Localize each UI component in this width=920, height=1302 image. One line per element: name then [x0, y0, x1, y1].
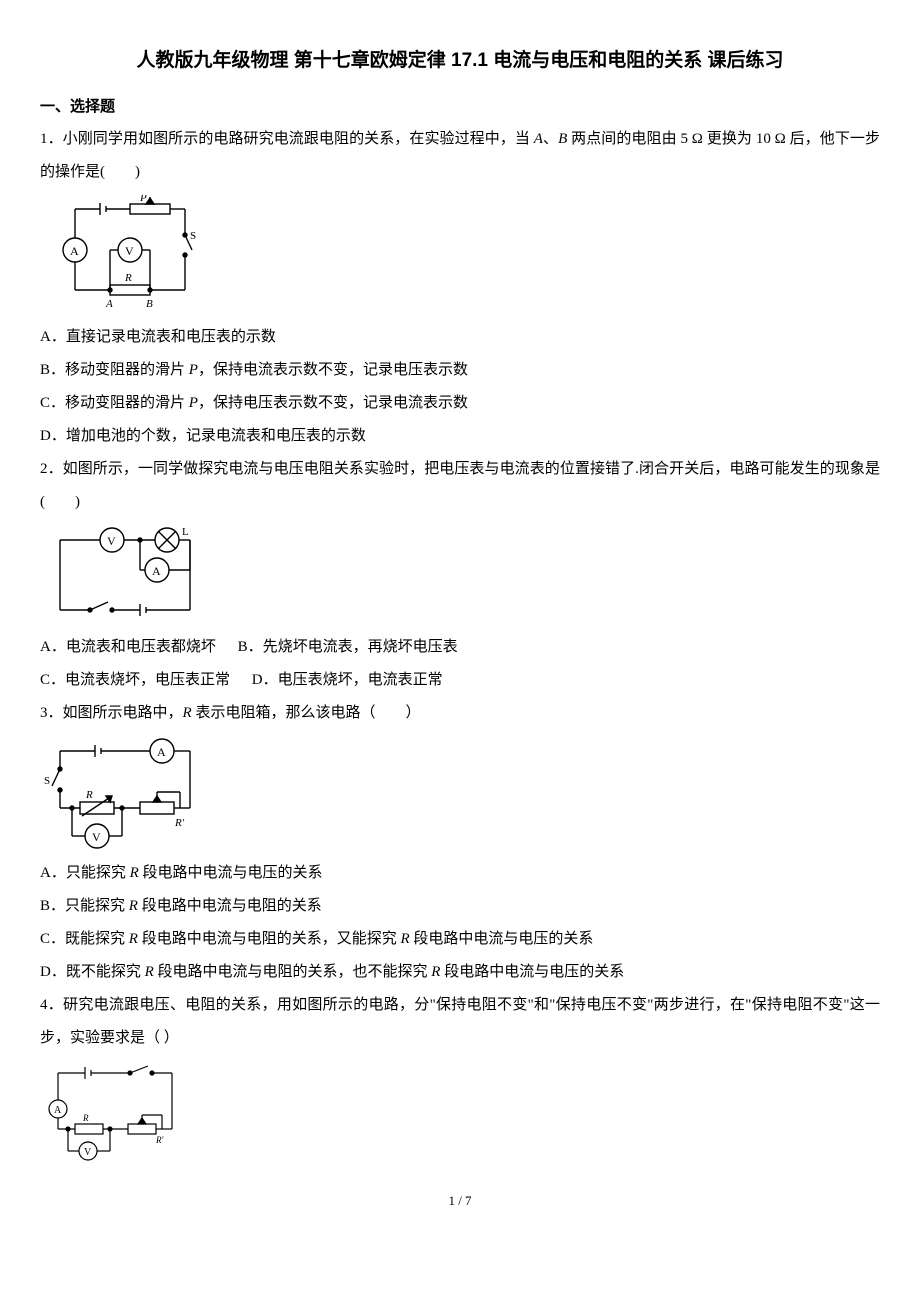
question-4: 4．研究电流跟电压、电阻的关系，用如图所示的电路，分"保持电阻不变"和"保持电压…: [40, 989, 880, 1055]
q2-options-row2: C．电流表烧坏，电压表正常 D．电压表烧坏，电流表正常: [40, 664, 880, 697]
q1-optD: D．增加电池的个数，记录电流表和电压表的示数: [40, 420, 880, 453]
d4-voltmeter: V: [84, 1147, 92, 1158]
d1-voltmeter: V: [125, 244, 134, 258]
d1-P: P: [139, 195, 147, 204]
q3-optC-c: 段电路中电流与电压的关系: [410, 931, 594, 947]
d3-Rp: R': [174, 817, 185, 829]
d2-ammeter: A: [152, 564, 161, 578]
d1-S: S: [190, 230, 196, 242]
d1-nodeA: A: [105, 298, 113, 310]
d3-ammeter: A: [157, 745, 166, 759]
page-footer: 1 / 7: [40, 1187, 880, 1216]
q3-optB-a: B．只能探究: [40, 898, 129, 914]
d2-lamp: L: [182, 526, 189, 538]
q3-optA: A．只能探究 R 段电路中电流与电压的关系: [40, 857, 880, 890]
q3-optA-R: R: [130, 865, 139, 881]
q3-R: R: [183, 705, 192, 721]
q1-optA: A．直接记录电流表和电压表的示数: [40, 321, 880, 354]
q3-optB-R: R: [129, 898, 138, 914]
q2-options-row1: A．电流表和电压表都烧坏 B．先烧坏电流表，再烧坏电压表: [40, 631, 880, 664]
d1-nodeB: B: [146, 298, 153, 310]
q3-stem-b: 表示电阻箱，那么该电路（ ）: [192, 705, 421, 721]
question-2: 2．如图所示，一同学做探究电流与电压电阻关系实验时，把电压表与电流表的位置接错了…: [40, 453, 880, 519]
q3-stem-a: 3．如图所示电路中，: [40, 705, 183, 721]
q3-optD-R1: R: [145, 964, 154, 980]
q2-optC: C．电流表烧坏，电压表正常: [40, 672, 230, 688]
q1-diagram: P S A R A B V: [40, 195, 880, 315]
q2-optA: A．电流表和电压表都烧坏: [40, 639, 216, 655]
section-heading: 一、选择题: [40, 90, 880, 123]
q1-sep: 、: [543, 131, 558, 147]
q1-optB-P: P: [189, 362, 198, 378]
q1-stem-a: 1．小刚同学用如图所示的电路研究电流跟电阻的关系，在实验过程中，当: [40, 131, 534, 147]
d1-R: R: [124, 272, 132, 284]
q3-optC-R1: R: [129, 931, 138, 947]
q4-diagram: A R R' V: [40, 1061, 880, 1161]
q1-optC-P: P: [189, 395, 198, 411]
q1-optB-a: B．移动变阻器的滑片: [40, 362, 189, 378]
q3-optC-b: 段电路中电流与电阻的关系，又能探究: [138, 931, 401, 947]
q3-diagram: A S R R' V: [40, 736, 880, 851]
q1-A: A: [534, 131, 543, 147]
d3-voltmeter: V: [92, 830, 101, 844]
page-title: 人教版九年级物理 第十七章欧姆定律 17.1 电流与电压和电阻的关系 课后练习: [40, 40, 880, 82]
question-3: 3．如图所示电路中，R 表示电阻箱，那么该电路（ ）: [40, 697, 880, 730]
d4-ammeter: A: [54, 1105, 62, 1116]
q2-optB: B．先烧坏电流表，再烧坏电压表: [238, 639, 458, 655]
q3-optA-a: A．只能探究: [40, 865, 130, 881]
d3-switch: S: [44, 775, 50, 787]
q2-optD: D．电压表烧坏，电流表正常: [252, 672, 443, 688]
d4-R: R: [82, 1113, 89, 1123]
q1-optC: C．移动变阻器的滑片 P，保持电压表示数不变，记录电流表示数: [40, 387, 880, 420]
q3-optD-a: D．既不能探究: [40, 964, 145, 980]
q1-optB: B．移动变阻器的滑片 P，保持电流表示数不变，记录电压表示数: [40, 354, 880, 387]
q3-optD-c: 段电路中电流与电压的关系: [440, 964, 624, 980]
q3-optD-b: 段电路中电流与电阻的关系，也不能探究: [154, 964, 432, 980]
q1-optC-b: ，保持电压表示数不变，记录电流表示数: [198, 395, 468, 411]
d1-ammeter: A: [70, 244, 79, 258]
q3-optC: C．既能探究 R 段电路中电流与电阻的关系，又能探究 R 段电路中电流与电压的关…: [40, 923, 880, 956]
q3-optB: B．只能探究 R 段电路中电流与电阻的关系: [40, 890, 880, 923]
q3-optC-a: C．既能探究: [40, 931, 129, 947]
d4-Rp: R': [155, 1135, 164, 1145]
d3-R: R: [85, 789, 93, 801]
q3-optD: D．既不能探究 R 段电路中电流与电阻的关系，也不能探究 R 段电路中电流与电压…: [40, 956, 880, 989]
q1-B: B: [558, 131, 567, 147]
q3-optB-b: 段电路中电流与电阻的关系: [138, 898, 322, 914]
d2-voltmeter: V: [107, 534, 116, 548]
q1-optC-a: C．移动变阻器的滑片: [40, 395, 189, 411]
q3-optA-b: 段电路中电流与电压的关系: [139, 865, 323, 881]
q3-optC-R2: R: [400, 931, 409, 947]
q1-optB-b: ，保持电流表示数不变，记录电压表示数: [198, 362, 468, 378]
q2-diagram: V L A: [40, 525, 880, 625]
question-1: 1．小刚同学用如图所示的电路研究电流跟电阻的关系，在实验过程中，当 A、B 两点…: [40, 123, 880, 189]
